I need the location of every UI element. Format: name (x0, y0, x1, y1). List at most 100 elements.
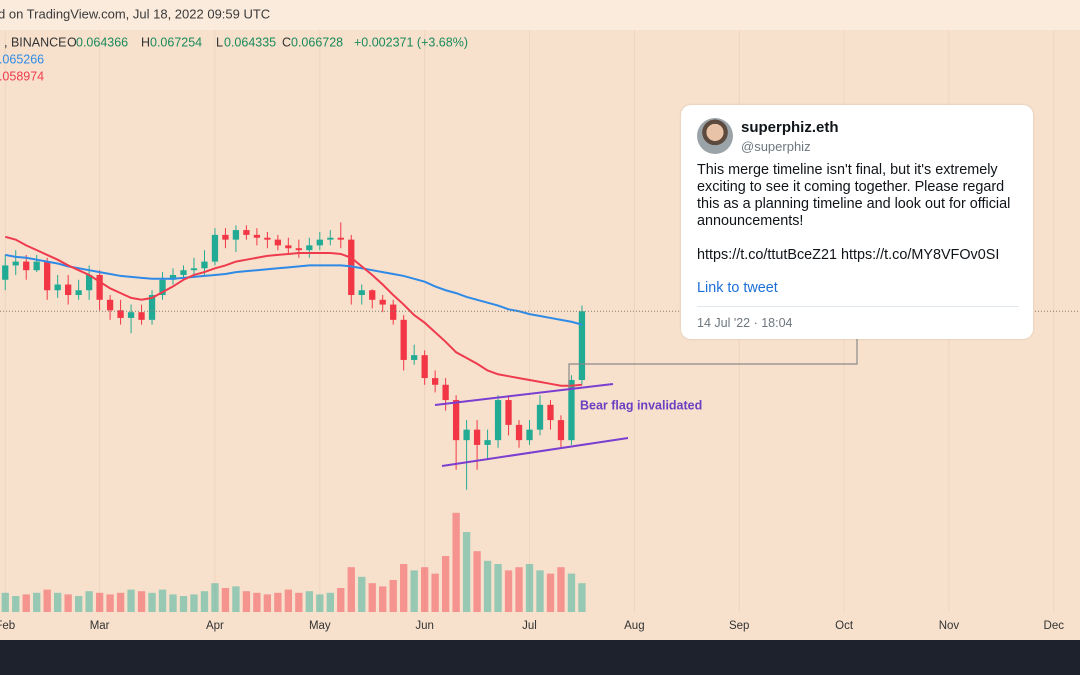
candle-body (484, 440, 491, 445)
x-tick-label: May (309, 620, 331, 632)
tweet-date: 14 Jul '22 · 18:04 (697, 316, 793, 330)
candle-body (180, 270, 187, 275)
candle-body (557, 420, 565, 441)
candle-body (201, 261, 208, 269)
volume-bar (169, 594, 177, 612)
volume-bar (263, 594, 272, 612)
candle-body (253, 234, 261, 238)
volume-bar (274, 592, 282, 612)
candle-body (421, 355, 428, 379)
tweet-handle: @superphiz (741, 139, 811, 154)
candle-body (274, 239, 282, 246)
candle-body (243, 230, 250, 235)
candle-body (390, 304, 397, 320)
volume-bar (284, 589, 293, 612)
ohlc-key: L (216, 35, 223, 49)
ma-label: 0.065266 (0, 52, 44, 66)
volume-bar (515, 567, 523, 612)
volume-bar (557, 567, 565, 612)
candle-body (526, 429, 533, 441)
tweet-card: superphiz.eth @superphiz This merge time… (681, 105, 1033, 339)
x-tick-label: Aug (624, 620, 644, 632)
volume-bar (462, 532, 471, 612)
moving-average (5, 253, 583, 326)
volume-bar (127, 589, 135, 612)
ma-label: 0.058974 (0, 69, 44, 83)
connector (568, 339, 858, 392)
symbol: , BINANCE (4, 35, 67, 49)
volume-bar (379, 586, 387, 612)
tweet-body: This merge timeline isn't final, but it'… (697, 162, 1022, 281)
volume-bar (358, 576, 366, 612)
candle-body (85, 274, 93, 291)
tweet-text: This merge timeline isn't final, but it'… (697, 162, 1011, 229)
volume-bar (546, 573, 555, 612)
volume-bar (305, 591, 313, 612)
x-tick-label: Dec (1044, 620, 1065, 632)
candle-body (400, 319, 407, 360)
candle-body (65, 284, 72, 296)
ohlc-key: H (141, 35, 150, 49)
candle-body (96, 274, 103, 300)
x-tick-label: Apr (206, 620, 224, 632)
candle-body (515, 424, 523, 441)
volume-bar (494, 564, 502, 612)
candle-body (547, 404, 554, 421)
volume-bar (85, 591, 93, 612)
candle-body (159, 279, 166, 296)
tweet-text: https://t.co/ttutBceZ21 https://t.co/MY8… (697, 247, 1000, 263)
candle-body (442, 384, 449, 401)
volume-bar (148, 592, 156, 612)
volume-bar (43, 589, 51, 612)
candle-body (536, 404, 544, 430)
volume-bar (95, 592, 104, 612)
candle-body (337, 237, 344, 240)
candle-body (494, 400, 502, 441)
candle-body (148, 295, 156, 320)
ohlc-value: 0.064335 (224, 35, 276, 49)
volume-bar (64, 594, 72, 612)
avatar (697, 118, 733, 154)
volume-bar (211, 583, 219, 612)
candle-body (568, 379, 575, 441)
volume-bar (33, 592, 41, 612)
volume-bar (116, 592, 125, 612)
volume-bar (389, 580, 397, 612)
candle-body (169, 274, 177, 280)
candle-body (222, 234, 229, 240)
volume-bar (410, 570, 418, 612)
volume-bar (368, 583, 376, 612)
ohlc-key: C (282, 35, 291, 49)
candle-body (211, 234, 219, 262)
tweet-link[interactable]: Link to tweet (697, 280, 778, 296)
volume-bar (190, 594, 198, 612)
volume-bar (232, 586, 240, 612)
x-tick-label: Jul (522, 620, 537, 632)
volume-bar (22, 594, 30, 612)
moving-average (4, 235, 583, 387)
ohlc-value: 0.066728 (291, 35, 343, 49)
volume-bar (420, 567, 429, 612)
candle-body (379, 299, 386, 305)
candle-body (463, 429, 470, 441)
volume-bar (452, 512, 460, 612)
volume-bar (12, 596, 20, 612)
volume-bar (326, 592, 334, 612)
volume-bar (578, 583, 586, 612)
candle-body (54, 284, 61, 291)
volume-bar (483, 560, 492, 612)
candle-body (138, 312, 145, 320)
volume-bar (106, 594, 114, 612)
volume-bar (200, 591, 209, 612)
x-tick-label: Oct (835, 620, 854, 632)
trend-line (441, 437, 629, 467)
volume-bar (1, 592, 9, 612)
volume-bar (74, 596, 83, 612)
volume-bar (316, 594, 324, 612)
separator (697, 306, 1019, 307)
candle-body (295, 248, 302, 251)
x-tick-label: Nov (939, 620, 960, 632)
ohlc-value: 0.064366 (76, 35, 128, 49)
volume-bar (337, 588, 345, 612)
